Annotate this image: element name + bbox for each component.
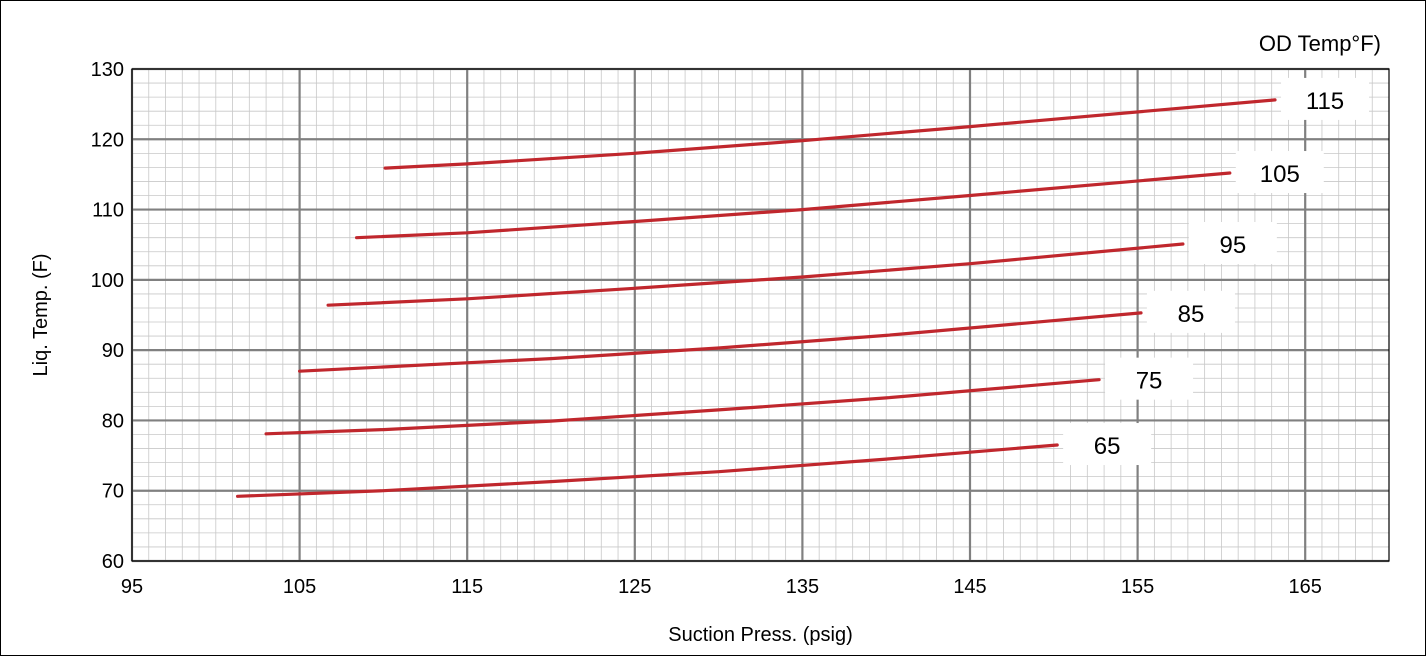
series-label-bg	[1281, 77, 1370, 120]
series-label-bg	[1146, 290, 1235, 333]
x-tick-label: 115	[451, 576, 483, 598]
series-line-85	[298, 311, 1143, 373]
series-label-85: 85	[1178, 301, 1205, 328]
series-label-bg	[1188, 222, 1277, 265]
x-tick-labels: 95 105 115 125 135 145 155 165	[121, 576, 1322, 598]
series-line-115	[383, 98, 1277, 170]
series-label-bg	[1105, 357, 1194, 400]
series-label-95: 95	[1220, 232, 1247, 259]
legend-title: OD Temp°F)	[1259, 31, 1381, 56]
series-line-65	[236, 443, 1059, 498]
series-label-65: 65	[1094, 433, 1121, 460]
x-tick-label: 155	[1121, 576, 1154, 598]
series-line-105	[355, 171, 1232, 240]
y-tick-label: 110	[92, 200, 124, 222]
y-tick-label: 80	[102, 410, 124, 432]
y-tick-label: 90	[102, 340, 124, 362]
y-tick-labels: 60 70 80 90 100 110 120 130	[91, 59, 124, 573]
x-tick-label: 135	[786, 576, 819, 598]
y-tick-label: 100	[91, 270, 124, 292]
y-tick-label: 60	[102, 551, 124, 573]
series-label-bg	[1063, 423, 1152, 466]
y-tick-label: 120	[91, 129, 124, 151]
series-label-bg	[1235, 151, 1324, 194]
x-tick-label: 145	[953, 576, 986, 598]
x-tick-label: 95	[121, 576, 143, 598]
series-labels: 65 75 85 95 105 115	[1063, 77, 1370, 466]
x-tick-label: 105	[283, 576, 316, 598]
series-label-75: 75	[1136, 368, 1163, 395]
y-axis-title: Liq. Temp. (F)	[30, 254, 52, 377]
y-tick-label: 70	[102, 481, 124, 503]
x-axis-title: Suction Press. (psig)	[668, 624, 853, 646]
series-line-95	[326, 242, 1185, 307]
series-label-105: 105	[1260, 161, 1300, 188]
x-tick-label: 165	[1289, 576, 1322, 598]
x-tick-label: 125	[618, 576, 651, 598]
y-tick-label: 130	[91, 59, 124, 81]
series-line-75	[264, 378, 1101, 436]
plot-area-border	[131, 68, 1390, 562]
series-label-115: 115	[1306, 88, 1344, 115]
series-lines	[236, 98, 1277, 498]
